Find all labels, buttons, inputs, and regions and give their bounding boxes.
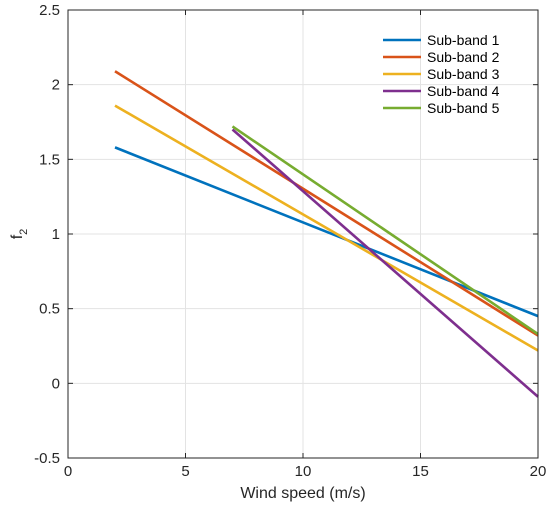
- y-ticks: -0.5 0 0.5 1 1.5 2 2.5: [34, 2, 538, 467]
- x-tick-label: 20: [530, 463, 547, 480]
- y-tick-label: -0.5: [34, 450, 60, 467]
- series-line-5: [231, 125, 539, 336]
- y-axis-label: f2: [9, 229, 30, 240]
- series-lines: [114, 70, 539, 398]
- y-tick-label: 2.5: [39, 2, 60, 19]
- y-tick-label: 0: [52, 375, 60, 392]
- series-line-4: [231, 128, 539, 398]
- series-line-1: [114, 146, 539, 318]
- y-tick-label: 2: [52, 77, 60, 94]
- y-axis-label-subscript: 2: [18, 229, 30, 235]
- y-tick-label: 1: [52, 226, 60, 243]
- x-ticks: 0 5 10 15 20: [64, 10, 547, 480]
- legend-label-4: Sub-band 4: [427, 83, 500, 99]
- y-axis-label-main: f: [9, 234, 26, 239]
- series-line-3: [114, 104, 539, 352]
- x-tick-label: 15: [412, 463, 429, 480]
- series-line-2: [114, 70, 539, 337]
- x-axis-label: Wind speed (m/s): [240, 485, 365, 502]
- legend-label-5: Sub-band 5: [427, 100, 500, 116]
- y-tick-label: 0.5: [39, 301, 60, 318]
- legend-label-3: Sub-band 3: [427, 66, 500, 82]
- legend-label-1: Sub-band 1: [427, 32, 500, 48]
- y-tick-label: 1.5: [39, 151, 60, 168]
- x-tick-label: 10: [295, 463, 312, 480]
- x-tick-label: 5: [181, 463, 189, 480]
- legend-label-2: Sub-band 2: [427, 49, 500, 65]
- x-tick-label: 0: [64, 463, 72, 480]
